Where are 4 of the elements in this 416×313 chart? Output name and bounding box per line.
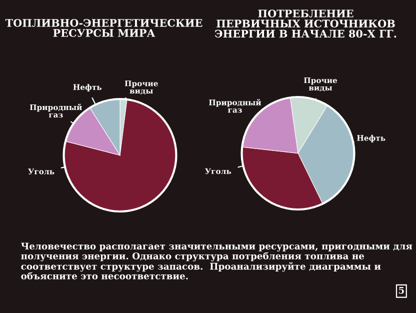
chart-title: ПОТРЕБЛЕНИЕ ПЕРВИЧНЫХ ИСТОЧНИКОВ ЭНЕРГИИ В НАЧАЛЕ 80-Х ГГ. (214, 10, 396, 38)
text: 5 (399, 287, 404, 294)
chart-title: ТОПЛИВНО-ЭНЕРГЕТИЧЕСКИЕ РЕСУРСЫ МИРА (5, 18, 202, 37)
text: Человечество располагает значительными ресурсами, пригодными для получения энергии. Однако структура потребления топлива не соответствует структуре запасов. Проанализируйте диаграммы и объясните это несоответствие. (21, 242, 412, 280)
